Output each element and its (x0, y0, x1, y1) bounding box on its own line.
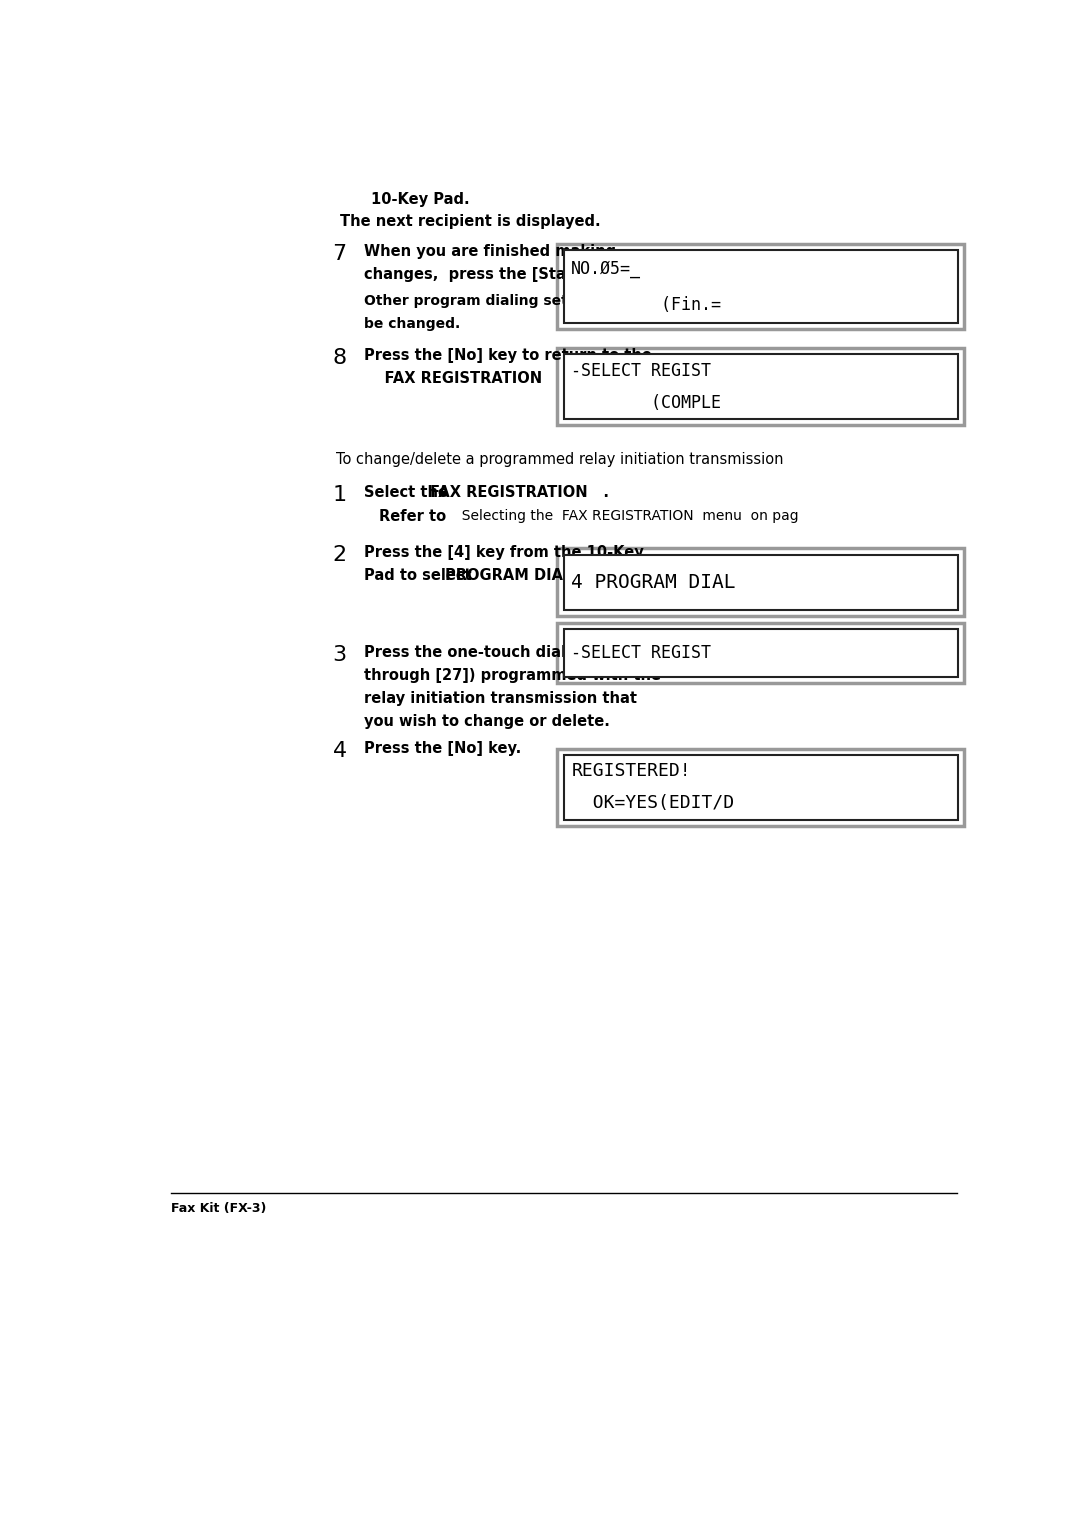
Bar (564, 555, 958, 610)
Text: Press the [4] key from the 10-Key: Press the [4] key from the 10-Key (364, 544, 644, 560)
Text: 3: 3 (333, 645, 347, 665)
Bar (564, 355, 958, 419)
Bar (557, 245, 964, 329)
Text: relay initiation transmission that: relay initiation transmission that (364, 691, 636, 706)
Text: changes,  press the [Start] key.: changes, press the [Start] key. (364, 268, 624, 283)
Bar (557, 349, 964, 425)
Text: 4: 4 (333, 742, 347, 761)
Text: FAX REGISTRATION: FAX REGISTRATION (364, 372, 542, 387)
Text: OK=YES(EDIT/D: OK=YES(EDIT/D (571, 795, 734, 812)
Text: -SELECT REGIST: -SELECT REGIST (571, 644, 712, 662)
Text: PROGRAM DIAL: PROGRAM DIAL (445, 567, 572, 583)
Text: REGISTERED!: REGISTERED! (571, 761, 691, 780)
Text: menu.: menu. (548, 372, 624, 387)
Text: To change/delete a programmed relay initiation transmission: To change/delete a programmed relay init… (337, 453, 784, 468)
Text: Other program dialing settings can: Other program dialing settings can (364, 295, 639, 309)
Text: Pad to select: Pad to select (364, 567, 482, 583)
Text: 10-Key Pad.: 10-Key Pad. (372, 193, 470, 206)
Text: NO.Ø5=_: NO.Ø5=_ (571, 260, 642, 278)
Text: The next recipient is displayed.: The next recipient is displayed. (340, 214, 600, 228)
Text: through [27]) programmed with the: through [27]) programmed with the (364, 668, 661, 683)
Text: .: . (557, 567, 579, 583)
Text: 7: 7 (333, 245, 347, 265)
Text: Press the one-touch dial key ([24]: Press the one-touch dial key ([24] (364, 645, 645, 659)
Text: Selecting the  FAX REGISTRATION  menu  on pag: Selecting the FAX REGISTRATION menu on p… (453, 509, 798, 523)
Text: 4 PROGRAM DIAL: 4 PROGRAM DIAL (571, 573, 735, 592)
Text: Refer to: Refer to (379, 509, 446, 524)
Text: 2: 2 (333, 544, 347, 564)
Bar (557, 549, 964, 616)
Bar (564, 630, 958, 677)
Text: be changed.: be changed. (364, 318, 460, 332)
Bar (564, 755, 958, 820)
Text: -SELECT REGIST: -SELECT REGIST (571, 361, 712, 379)
Text: Fax Kit (FX-3): Fax Kit (FX-3) (171, 1202, 266, 1216)
Text: 8: 8 (333, 349, 347, 368)
Text: Press the [No] key to return to the: Press the [No] key to return to the (364, 349, 651, 364)
Text: (COMPLE: (COMPLE (571, 394, 721, 411)
Text: Select the: Select the (364, 485, 458, 500)
Text: FAX REGISTRATION: FAX REGISTRATION (430, 485, 588, 500)
Text: Press the [No] key.: Press the [No] key. (364, 742, 521, 755)
Text: (Fin.=: (Fin.= (571, 295, 721, 313)
Bar (564, 251, 958, 323)
Text: 1: 1 (333, 485, 347, 505)
Text: When you are finished making: When you are finished making (364, 245, 616, 260)
Bar (557, 749, 964, 826)
Text: .: . (589, 485, 609, 500)
Text: you wish to change or delete.: you wish to change or delete. (364, 714, 609, 729)
Bar (557, 624, 964, 683)
